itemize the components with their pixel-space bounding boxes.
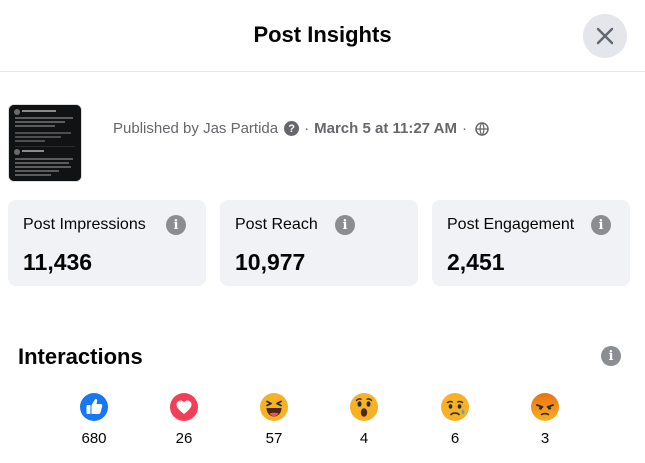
metric-value: 2,451 [447, 249, 505, 275]
metric-card-engagement: Post Engagement i 2,451 [432, 200, 630, 286]
post-thumbnail-image [9, 105, 81, 181]
metric-label: Post Impressions [23, 216, 146, 233]
close-button[interactable] [583, 14, 627, 58]
separator: · [461, 120, 467, 137]
reaction-sad: 6 [425, 392, 485, 447]
info-icon[interactable]: i [601, 346, 621, 366]
metric-label: Post Engagement [447, 216, 575, 233]
help-icon[interactable]: ? [284, 121, 300, 136]
reaction-count: 57 [265, 430, 283, 447]
reaction-count: 680 [81, 430, 107, 447]
metric-value: 11,436 [23, 249, 93, 275]
metric-label: Post Reach [235, 216, 318, 233]
globe-icon [475, 121, 489, 136]
info-icon[interactable]: i [335, 215, 355, 235]
reaction-wow: 4 [334, 392, 394, 447]
close-icon [596, 27, 614, 45]
reaction-like: 680 [64, 392, 124, 447]
dialog-title: Post Insights [253, 22, 392, 47]
sad-icon [440, 392, 470, 422]
post-meta: Published by Jas Partida ? · March 5 at … [113, 120, 489, 137]
reaction-count: 3 [540, 430, 550, 447]
wow-icon [349, 392, 379, 422]
love-icon [169, 392, 199, 422]
reaction-count: 6 [450, 430, 460, 447]
info-icon[interactable]: i [166, 215, 186, 235]
angry-icon [530, 392, 560, 422]
separator: · [304, 120, 310, 137]
post-thumbnail[interactable] [8, 104, 82, 182]
dialog-header: Post Insights [0, 0, 645, 72]
reaction-haha: 57 [244, 392, 304, 447]
reaction-love: 26 [154, 392, 214, 447]
reaction-angry: 3 [515, 392, 575, 447]
haha-icon [259, 392, 289, 422]
metric-value: 10,977 [235, 249, 306, 275]
metric-card-impressions: Post Impressions i 11,436 [8, 200, 206, 286]
info-icon[interactable]: i [591, 215, 611, 235]
author-name[interactable]: Jas Partida [203, 120, 279, 137]
published-prefix: Published by [113, 120, 199, 137]
post-date[interactable]: March 5 at 11:27 AM [314, 120, 457, 137]
reaction-count: 26 [175, 430, 193, 447]
metric-card-reach: Post Reach i 10,977 [220, 200, 418, 286]
reaction-count: 4 [359, 430, 369, 447]
interactions-title: Interactions [18, 344, 143, 369]
like-icon [79, 392, 109, 422]
